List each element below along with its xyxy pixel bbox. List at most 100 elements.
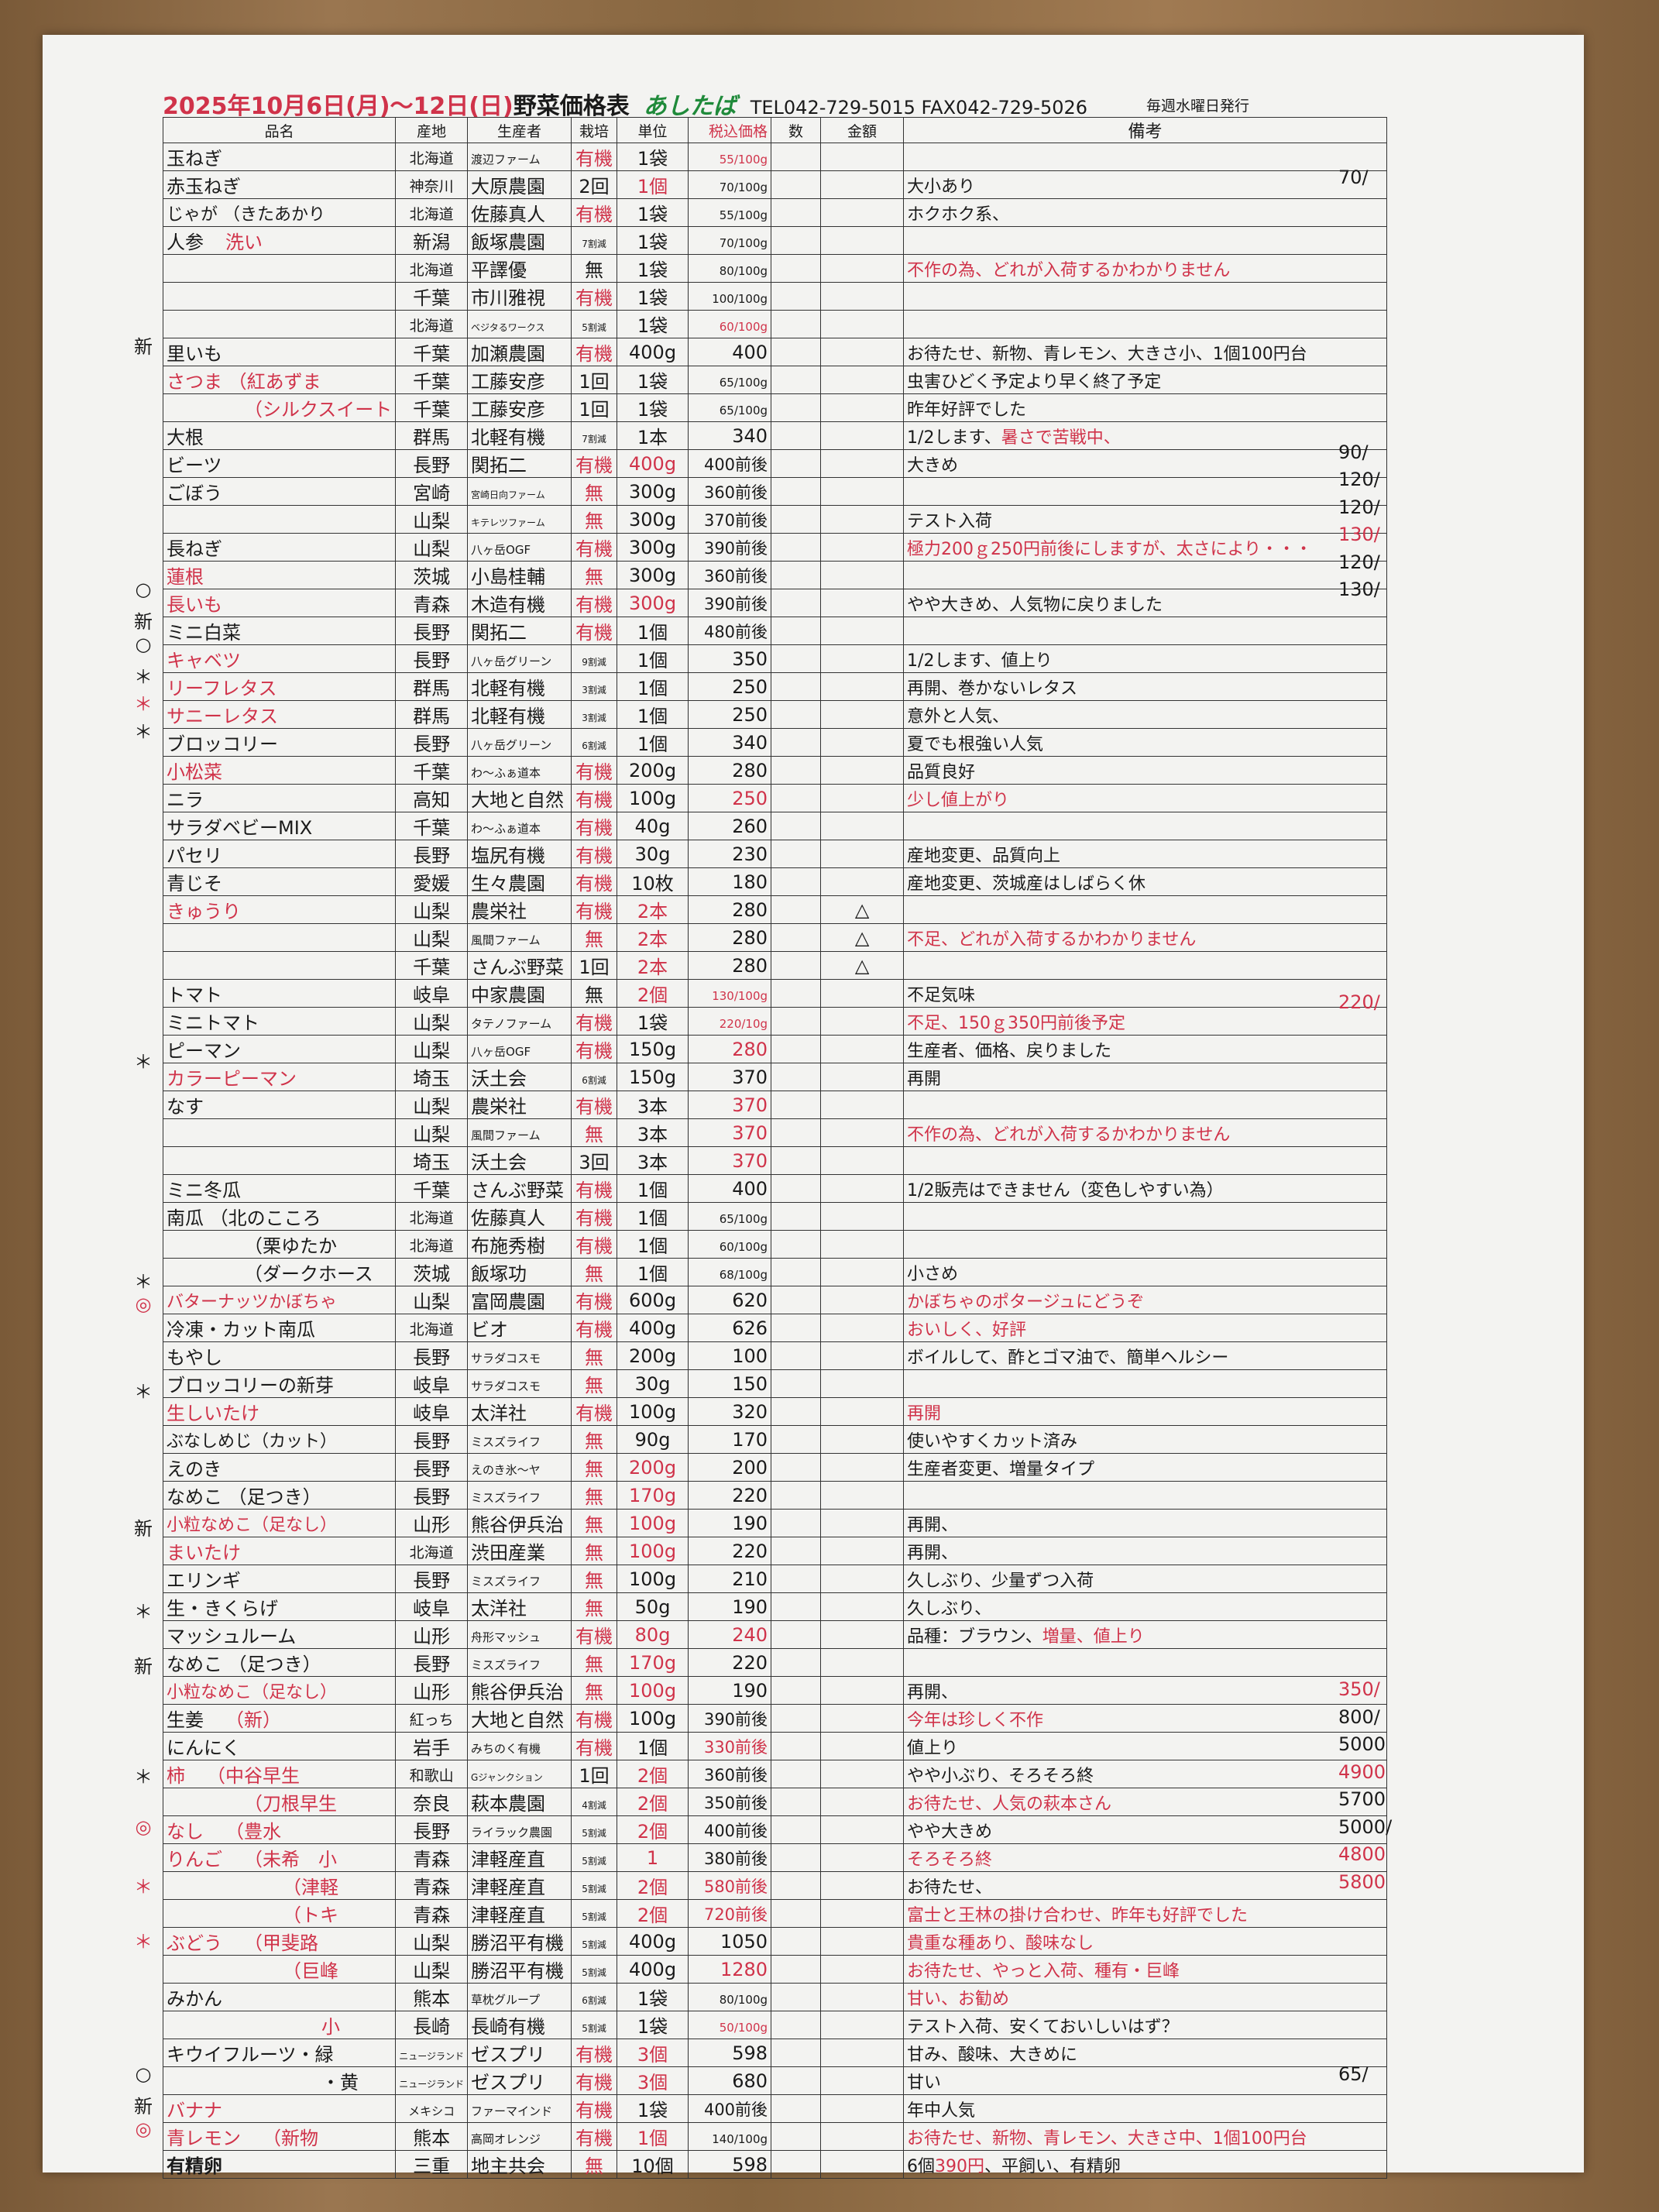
cultivation-cell: 有機 — [571, 1035, 618, 1063]
price: 400前後 — [703, 1821, 768, 1840]
origin: 茨城 — [413, 1263, 451, 1285]
price: 190 — [732, 1679, 768, 1702]
unit-cell: 10個 — [617, 2150, 689, 2179]
margin-note: 65/ — [1338, 2063, 1369, 2085]
producer: キテレツファーム — [471, 517, 545, 528]
notes-cell: やや大きめ — [903, 1815, 1388, 1844]
notes: 甘み、酸味、大きめに — [907, 2045, 1078, 2065]
price-cell: 280 — [688, 895, 772, 924]
unit: 1個 — [637, 1207, 668, 1229]
origin-cell: 三重 — [395, 2150, 469, 2179]
origin-cell: 青森 — [395, 1871, 469, 1900]
item-name-cell: ぶなしめじ（カット） — [162, 1425, 397, 1454]
origin: 神奈川 — [409, 177, 454, 195]
producer: 舟形マッシュ — [471, 1630, 541, 1644]
notes: 不足、150ｇ350円前後予定 — [907, 1013, 1126, 1033]
item-name: ミニトマト — [167, 1012, 259, 1034]
amount-cell — [820, 1955, 905, 1984]
cultivation: 有機 — [575, 148, 613, 170]
producer: 宮崎日向ファーム — [471, 489, 545, 500]
quantity-cell — [771, 784, 822, 812]
cultivation: 有機 — [575, 343, 613, 365]
item-name: もやし — [167, 1347, 222, 1369]
origin-cell: メキシコ — [395, 2094, 469, 2123]
notes: ホクホク系、 — [907, 204, 1010, 225]
cultivation-cell: 3割減 — [571, 672, 618, 701]
item-variety: 小 — [321, 2016, 340, 2038]
cultivation-cell: 5割減 — [571, 1955, 618, 1984]
notes-cell: 不足、150ｇ350円前後予定 — [903, 1007, 1388, 1036]
unit: 400g — [629, 341, 677, 363]
producer-cell: 関拓二 — [467, 617, 572, 645]
notes-cell: 産地変更、品質向上 — [903, 840, 1388, 868]
item-name: サニーレタス — [167, 706, 278, 727]
quantity-cell — [771, 728, 822, 757]
price: 598 — [732, 2042, 768, 2064]
cultivation-cell: 無 — [571, 1592, 618, 1621]
cultivation: 有機 — [575, 287, 613, 309]
table-row: 小 長崎 長崎有機 5割減 1袋 50/100g テスト入荷、安くておいしいはず？ — [162, 2011, 1388, 2039]
price: 55/100g — [719, 208, 768, 222]
producer-cell: 生々農園 — [467, 867, 572, 896]
quantity-cell — [771, 310, 822, 338]
price-cell: 400前後 — [688, 2094, 772, 2123]
origin-cell: 長野 — [395, 1481, 469, 1510]
producer-cell: 大地と自然 — [467, 1704, 572, 1733]
cultivation: 無 — [585, 1347, 604, 1369]
unit-cell: 3本 — [617, 1118, 689, 1147]
quantity-cell — [771, 979, 822, 1008]
notes-cell: 不足、どれが入荷するかわかりません — [903, 923, 1388, 952]
origin: 青森 — [413, 1905, 451, 1926]
unit-cell: 100g — [617, 1537, 689, 1565]
cultivation-cell: 有機 — [571, 1091, 618, 1119]
price: 280 — [732, 759, 768, 781]
cultivation: 無 — [585, 1654, 604, 1675]
price-cell: 720前後 — [688, 1899, 772, 1928]
cultivation-cell: 有機 — [571, 1314, 618, 1342]
amount-cell — [820, 1843, 905, 1872]
quantity-cell — [771, 1063, 822, 1091]
producer: 八ヶ岳OGF — [471, 542, 531, 557]
unit-cell: 40g — [617, 812, 689, 840]
cultivation-cell: 1回 — [571, 393, 618, 422]
cultivation-cell: 5割減 — [571, 2011, 618, 2039]
origin-cell: 群馬 — [395, 421, 469, 450]
cultivation-cell: 有機 — [571, 2094, 618, 2123]
price-cell: 370前後 — [688, 505, 772, 534]
table-row: ・黄 ニュージランド ゼスプリ 有機 3個 680 甘い — [162, 2066, 1388, 2095]
item-name: 蓮根 — [167, 566, 204, 588]
unit-cell: 1 — [617, 1843, 689, 1872]
origin: 山形 — [413, 1681, 451, 1703]
notes: 昨年好評でした — [907, 400, 1027, 420]
cultivation-cell: 有機 — [571, 533, 618, 562]
cultivation: 有機 — [575, 1737, 613, 1759]
item-name: 長ねぎ — [167, 538, 222, 560]
item-name-cell: さつま （紅あずま — [162, 366, 397, 394]
item-name-cell: 生姜 （新） — [162, 1704, 397, 1733]
notes-cell — [903, 1369, 1388, 1398]
table-row: 小松菜 千葉 わ～ふぁ道本 有機 200g 280 品質良好 — [162, 756, 1388, 785]
origin-cell: 山梨 — [395, 1091, 469, 1119]
origin-cell: 山梨 — [395, 1007, 469, 1036]
item-name: 柿 — [167, 1765, 185, 1787]
item-name-cell: ビーツ — [162, 449, 397, 478]
item-variety: （刀根早生 — [244, 1793, 337, 1815]
producer: 地主共会 — [471, 2155, 546, 2177]
notes: 少し値上がり — [907, 790, 1010, 810]
producer-cell: Gジャンクション — [467, 1760, 572, 1788]
cultivation: 5割減 — [582, 1966, 606, 1978]
quantity-cell — [771, 1565, 822, 1593]
unit: 2本 — [637, 901, 668, 922]
amount-cell — [820, 1732, 905, 1760]
item-name: ブロッコリーの新芽 — [167, 1375, 334, 1396]
item-name: 青じそ — [167, 873, 222, 895]
cultivation-cell: 5割減 — [571, 1843, 618, 1872]
origin: 長野 — [413, 650, 451, 672]
origin: 北海道 — [409, 1237, 454, 1255]
notes: 1/2販売はできません（変色しやすい為） — [907, 1180, 1224, 1200]
quantity-cell — [771, 421, 822, 450]
origin-cell: 北海道 — [395, 198, 469, 227]
price: 220 — [732, 1484, 768, 1506]
price-cell: 370 — [688, 1118, 772, 1147]
unit-cell: 3個 — [617, 2039, 689, 2067]
